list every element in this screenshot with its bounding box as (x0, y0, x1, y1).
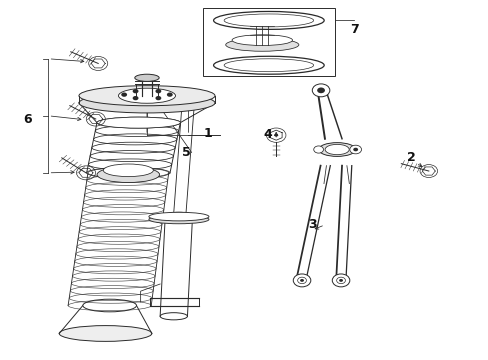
Text: 3: 3 (308, 217, 316, 231)
Text: 6: 6 (23, 113, 32, 126)
Circle shape (155, 96, 161, 100)
Text: 7: 7 (349, 23, 358, 36)
Ellipse shape (97, 117, 180, 128)
Text: 5: 5 (181, 146, 190, 159)
Text: 1: 1 (203, 127, 212, 140)
Circle shape (317, 87, 325, 93)
Circle shape (336, 277, 345, 284)
Ellipse shape (82, 299, 136, 312)
Ellipse shape (59, 325, 152, 341)
Ellipse shape (325, 144, 348, 155)
Ellipse shape (225, 39, 298, 51)
Ellipse shape (148, 212, 208, 221)
Ellipse shape (148, 215, 208, 224)
Ellipse shape (79, 93, 215, 113)
Circle shape (293, 274, 310, 287)
Circle shape (155, 89, 161, 93)
Circle shape (166, 93, 172, 97)
Circle shape (121, 93, 127, 97)
Circle shape (132, 89, 138, 93)
Circle shape (313, 146, 323, 153)
Circle shape (132, 96, 138, 100)
Ellipse shape (135, 74, 159, 81)
Ellipse shape (97, 167, 159, 183)
Ellipse shape (118, 88, 175, 103)
Ellipse shape (79, 86, 215, 106)
Text: 4: 4 (263, 128, 272, 141)
Circle shape (352, 148, 357, 151)
Bar (203, 8, 334, 76)
Circle shape (331, 274, 349, 287)
Ellipse shape (182, 95, 194, 100)
Ellipse shape (103, 164, 153, 177)
Text: 2: 2 (407, 151, 415, 164)
Ellipse shape (232, 35, 292, 45)
Ellipse shape (318, 143, 355, 156)
Circle shape (312, 84, 329, 97)
Circle shape (349, 145, 361, 154)
Ellipse shape (165, 212, 192, 220)
Circle shape (300, 279, 304, 282)
Circle shape (274, 134, 278, 136)
Circle shape (297, 277, 306, 284)
Circle shape (338, 279, 342, 282)
